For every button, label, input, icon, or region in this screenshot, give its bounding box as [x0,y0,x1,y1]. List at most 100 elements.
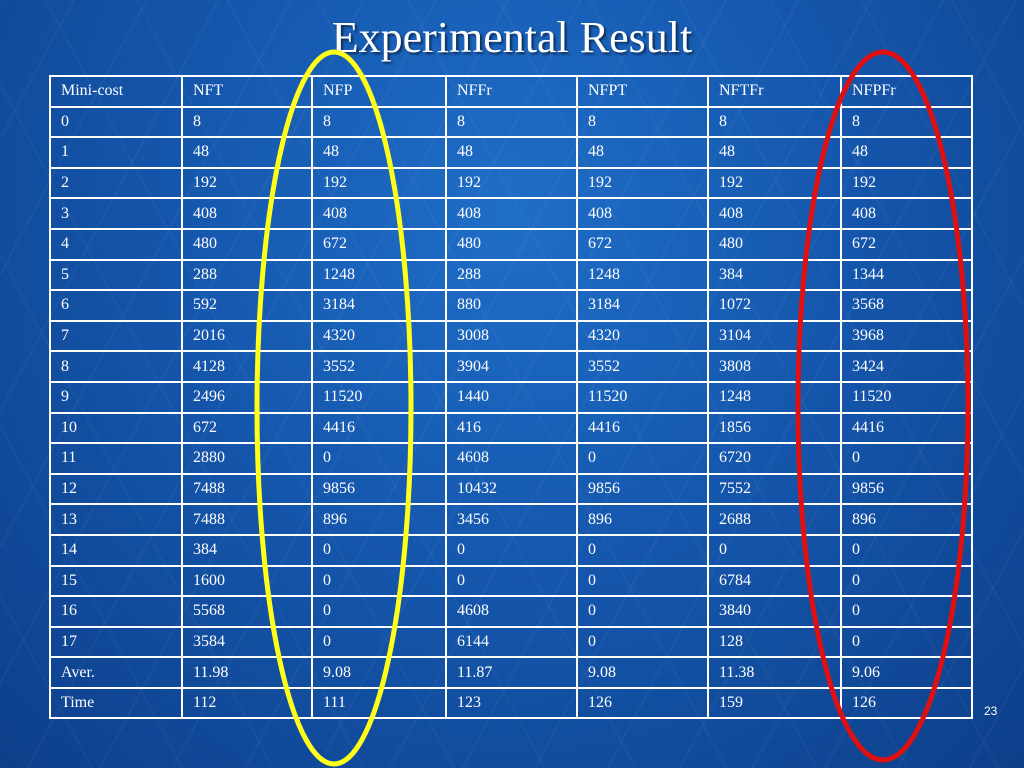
column-header: NFP [311,75,447,108]
table-cell: 48 [445,136,578,169]
table-cell: 11.98 [181,656,313,689]
page-number: 23 [984,704,998,718]
table-cell: 8 [311,105,447,139]
table-cell: 11.87 [445,656,578,689]
table-cell: 0 [49,105,183,139]
table-cell: 3904 [445,350,578,383]
table-cell: 0 [576,442,709,475]
table-cell: 0 [311,564,447,598]
table-cell: 14 [49,533,183,567]
table-cell: 48 [576,136,709,169]
table-cell: 0 [445,564,578,598]
table-cell: 6144 [445,625,578,659]
table-cell: 672 [576,227,709,261]
table-cell: 3008 [445,319,578,353]
table-cell: 48 [707,136,842,169]
column-header: Mini-cost [49,75,183,108]
table-cell: 672 [311,227,447,261]
table-cell: 7488 [181,503,313,536]
slide-title: Experimental Result [331,13,693,62]
table-cell: 2880 [181,442,313,475]
table-row: 8 4128 3552 3904 3552 3808 3424 [49,350,973,383]
table-cell: 480 [181,227,313,261]
table-cell: 896 [840,503,973,536]
table-cell: 11520 [840,380,973,414]
table-row: 15 1600 0 0 0 6784 0 [49,564,973,598]
table-cell: 7552 [707,472,842,506]
table-cell: 1248 [311,258,447,292]
table-cell: 192 [311,166,447,200]
table-cell: 8 [576,105,709,139]
table-cell: 5568 [181,595,313,628]
table-cell: 5 [49,258,183,292]
table-row: 14 384 0 0 0 0 0 [49,533,973,567]
table-cell: 3184 [311,289,447,322]
table-row: 3 408 408 408 408 408 408 [49,197,973,230]
table-cell: 3552 [576,350,709,383]
table-cell: 3584 [181,625,313,659]
table-cell: 0 [311,625,447,659]
table-cell: 128 [707,625,842,659]
table-cell: 192 [840,166,973,200]
table-cell: 9.08 [311,656,447,689]
table-row: 9 2496 11520 1440 11520 1248 11520 [49,380,973,414]
table-cell: 4416 [840,411,973,445]
table-cell: 8 [707,105,842,139]
table-cell: 288 [445,258,578,292]
table-cell: 288 [181,258,313,292]
table-row: 1 48 48 48 48 48 48 [49,136,973,169]
table-cell: 672 [840,227,973,261]
table-cell: 9856 [311,472,447,506]
table-cell: 2496 [181,380,313,414]
table-row: Time 112 111 123 126 159 126 [49,686,973,720]
table-row: 4 480 672 480 672 480 672 [49,227,973,261]
table-cell: 384 [707,258,842,292]
table-cell: 10 [49,411,183,445]
table-cell: 480 [445,227,578,261]
table-cell: 0 [840,564,973,598]
table-cell: 592 [181,289,313,322]
table-row: 5 288 1248 288 1248 384 1344 [49,258,973,292]
table-cell: 3 [49,197,183,230]
table-cell: 12 [49,472,183,506]
table-cell: 672 [181,411,313,445]
table-cell: 126 [576,686,709,720]
table-cell: Aver. [49,656,183,689]
table-row: 2 192 192 192 192 192 192 [49,166,973,200]
table-cell: 3184 [576,289,709,322]
table-cell: 6720 [707,442,842,475]
table-cell: 3104 [707,319,842,353]
table-cell: 13 [49,503,183,536]
table-cell: 4608 [445,442,578,475]
table-cell: 3568 [840,289,973,322]
table-cell: 1072 [707,289,842,322]
table-cell: 48 [311,136,447,169]
table-cell: 8 [840,105,973,139]
table-cell: 192 [181,166,313,200]
table-cell: 0 [445,533,578,567]
table-cell: 4416 [576,411,709,445]
table-cell: 2688 [707,503,842,536]
table-cell: 11520 [311,380,447,414]
table-cell: 16 [49,595,183,628]
table-cell: 11520 [576,380,709,414]
table-cell: 9.08 [576,656,709,689]
table-header-row: Mini-cost NFT NFP NFFr NFPT NFTFr NFPFr [49,75,973,108]
table-cell: 11 [49,442,183,475]
table-cell: 192 [576,166,709,200]
table-cell: 17 [49,625,183,659]
table-cell: 0 [576,564,709,598]
table-row: Aver. 11.98 9.08 11.87 9.08 11.38 9.06 [49,656,973,689]
table-cell: 384 [181,533,313,567]
table-cell: 480 [707,227,842,261]
table-cell: 4128 [181,350,313,383]
table-cell: 6784 [707,564,842,598]
table-cell: 111 [311,686,447,720]
table-cell: 126 [840,686,973,720]
table-cell: 48 [840,136,973,169]
column-header: NFT [181,75,313,108]
table-cell: 408 [707,197,842,230]
table-cell: 112 [181,686,313,720]
table-cell: 0 [707,533,842,567]
